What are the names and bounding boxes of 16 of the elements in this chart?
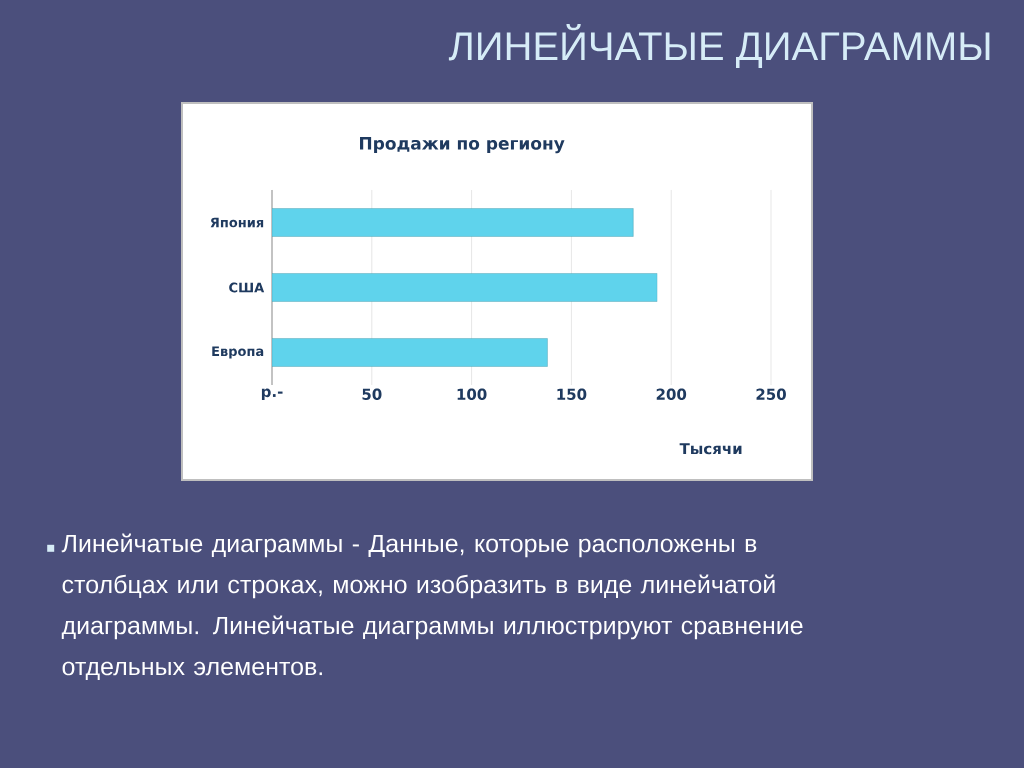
- bar: [272, 273, 658, 302]
- x-tick-label: 100: [457, 388, 487, 400]
- text: Линейчатые диаграммы - Данные, которые расположены в столбцах или строках, можно изобразить в виде линейчатой диаграммы. Линейчатые диаграммы иллюстрируют сравнение отдельных элементов.: [61, 533, 803, 681]
- bar: [272, 338, 548, 367]
- x-tick-label: 200: [656, 388, 687, 400]
- y-tick-label: Япония: [210, 217, 264, 228]
- bar: [272, 208, 634, 237]
- x-axis-title: Тысячи: [679, 443, 742, 455]
- chart-title: ЛИНЕЙЧАТЫЕ ДИАГРАММЫ: [448, 23, 990, 69]
- x-tick-label: 250: [756, 388, 786, 400]
- y-tick-label: США: [229, 282, 265, 293]
- chart-subtitle: Продажи по региону: [360, 137, 565, 154]
- x-tick-label: р.-: [261, 388, 283, 401]
- x-tick-label: 50: [362, 388, 382, 400]
- x-tick-label: 150: [557, 388, 587, 400]
- y-tick-label: Европа: [212, 346, 264, 359]
